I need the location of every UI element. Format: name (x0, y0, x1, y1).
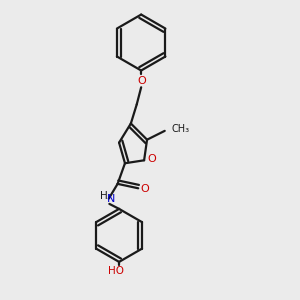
Text: N: N (107, 194, 115, 204)
Text: O: O (147, 154, 156, 164)
Text: O: O (137, 76, 146, 86)
Text: CH₃: CH₃ (171, 124, 189, 134)
Text: H: H (100, 190, 107, 201)
Text: O: O (140, 184, 149, 194)
Text: HO: HO (108, 266, 124, 276)
